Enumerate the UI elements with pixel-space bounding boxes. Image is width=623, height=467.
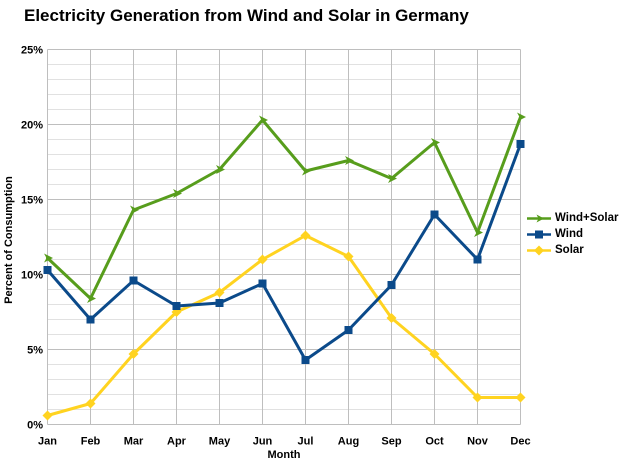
- series-line-wind-solar: [46, 115, 522, 300]
- solar-point-marker: [386, 313, 397, 323]
- wind-solar-point-marker: [474, 228, 483, 237]
- wind-solar-point-marker: [302, 166, 311, 176]
- wind-solar-point-marker: [431, 138, 440, 147]
- wind-solar-point-marker: [345, 156, 354, 165]
- y-tick-label: 20%: [21, 120, 43, 132]
- series-line-wind: [46, 142, 522, 362]
- wind-solar-point-marker: [44, 253, 53, 263]
- wind-solar-point-marker: [259, 115, 268, 125]
- legend-label-wind: Wind: [555, 228, 583, 240]
- y-tick-label: 0%: [27, 420, 43, 432]
- wind-point-marker: [473, 255, 482, 264]
- wind-solar-line-icon: [527, 214, 551, 222]
- wind-point-marker: [258, 279, 267, 288]
- solar-point-marker: [214, 287, 225, 298]
- x-tick-label: May: [209, 436, 231, 448]
- x-tick-label: Dec: [510, 436, 530, 448]
- x-tick-label: Sep: [381, 436, 401, 448]
- solar-point-marker: [300, 230, 311, 241]
- solar-point-marker: [42, 410, 53, 421]
- wind-point-marker: [215, 299, 224, 307]
- wind-solar-point-marker: [216, 165, 225, 174]
- x-tick-label: Jul: [298, 436, 314, 448]
- x-tick-label: Aug: [338, 436, 359, 448]
- x-tick-label: Jan: [38, 436, 57, 448]
- wind-point-marker: [430, 210, 439, 219]
- solar-point-marker: [515, 392, 526, 403]
- x-tick-label: Oct: [425, 436, 444, 448]
- solar-line-icon: [527, 245, 551, 255]
- y-tick-label: 5%: [27, 345, 43, 357]
- legend-label-wind-solar: Wind+Solar: [555, 212, 619, 224]
- wind-solar-point-marker: [87, 294, 96, 303]
- series-line-solar: [46, 234, 522, 417]
- wind-point-marker: [516, 140, 525, 148]
- legend-item-wind-solar: Wind+Solar: [527, 211, 618, 225]
- wind-point-marker: [43, 266, 52, 274]
- wind-line-icon: [527, 230, 551, 238]
- wind-point-marker: [301, 356, 310, 364]
- wind-point-marker: [387, 281, 396, 289]
- x-tick-label: Nov: [467, 436, 489, 448]
- legend-item-solar: Solar: [527, 243, 618, 257]
- chart-title: Electricity Generation from Wind and Sol…: [24, 6, 469, 25]
- legend-item-wind: Wind: [527, 227, 618, 241]
- y-tick-label: 10%: [21, 270, 43, 282]
- wind-solar-point-marker: [173, 189, 182, 198]
- x-tick-label: Apr: [167, 436, 187, 448]
- wind-point-marker: [129, 276, 138, 285]
- solar-point-marker: [257, 254, 268, 265]
- solar-point-marker: [343, 251, 354, 262]
- solar-point-marker: [85, 398, 96, 409]
- solar-point-marker: [472, 392, 483, 403]
- solar-point-marker: [429, 349, 440, 359]
- solar-point-marker: [128, 349, 139, 359]
- wind-solar-point-marker: [130, 205, 139, 215]
- wind-solar-point-marker: [517, 112, 526, 122]
- y-tick-label: 15%: [21, 195, 43, 207]
- x-axis-title: Month: [267, 449, 301, 461]
- y-tick-label: 25%: [21, 45, 43, 57]
- x-tick-label: Mar: [124, 436, 144, 448]
- x-tick-label: Feb: [81, 436, 101, 448]
- legend-label-solar: Solar: [555, 244, 584, 256]
- wind-point-marker: [172, 302, 181, 310]
- x-tick-label: Jun: [253, 436, 273, 448]
- wind-point-marker: [86, 315, 95, 324]
- legend: Wind+Solar Wind Solar: [527, 211, 618, 257]
- wind-solar-point-marker: [388, 174, 397, 183]
- wind-point-marker: [344, 326, 353, 334]
